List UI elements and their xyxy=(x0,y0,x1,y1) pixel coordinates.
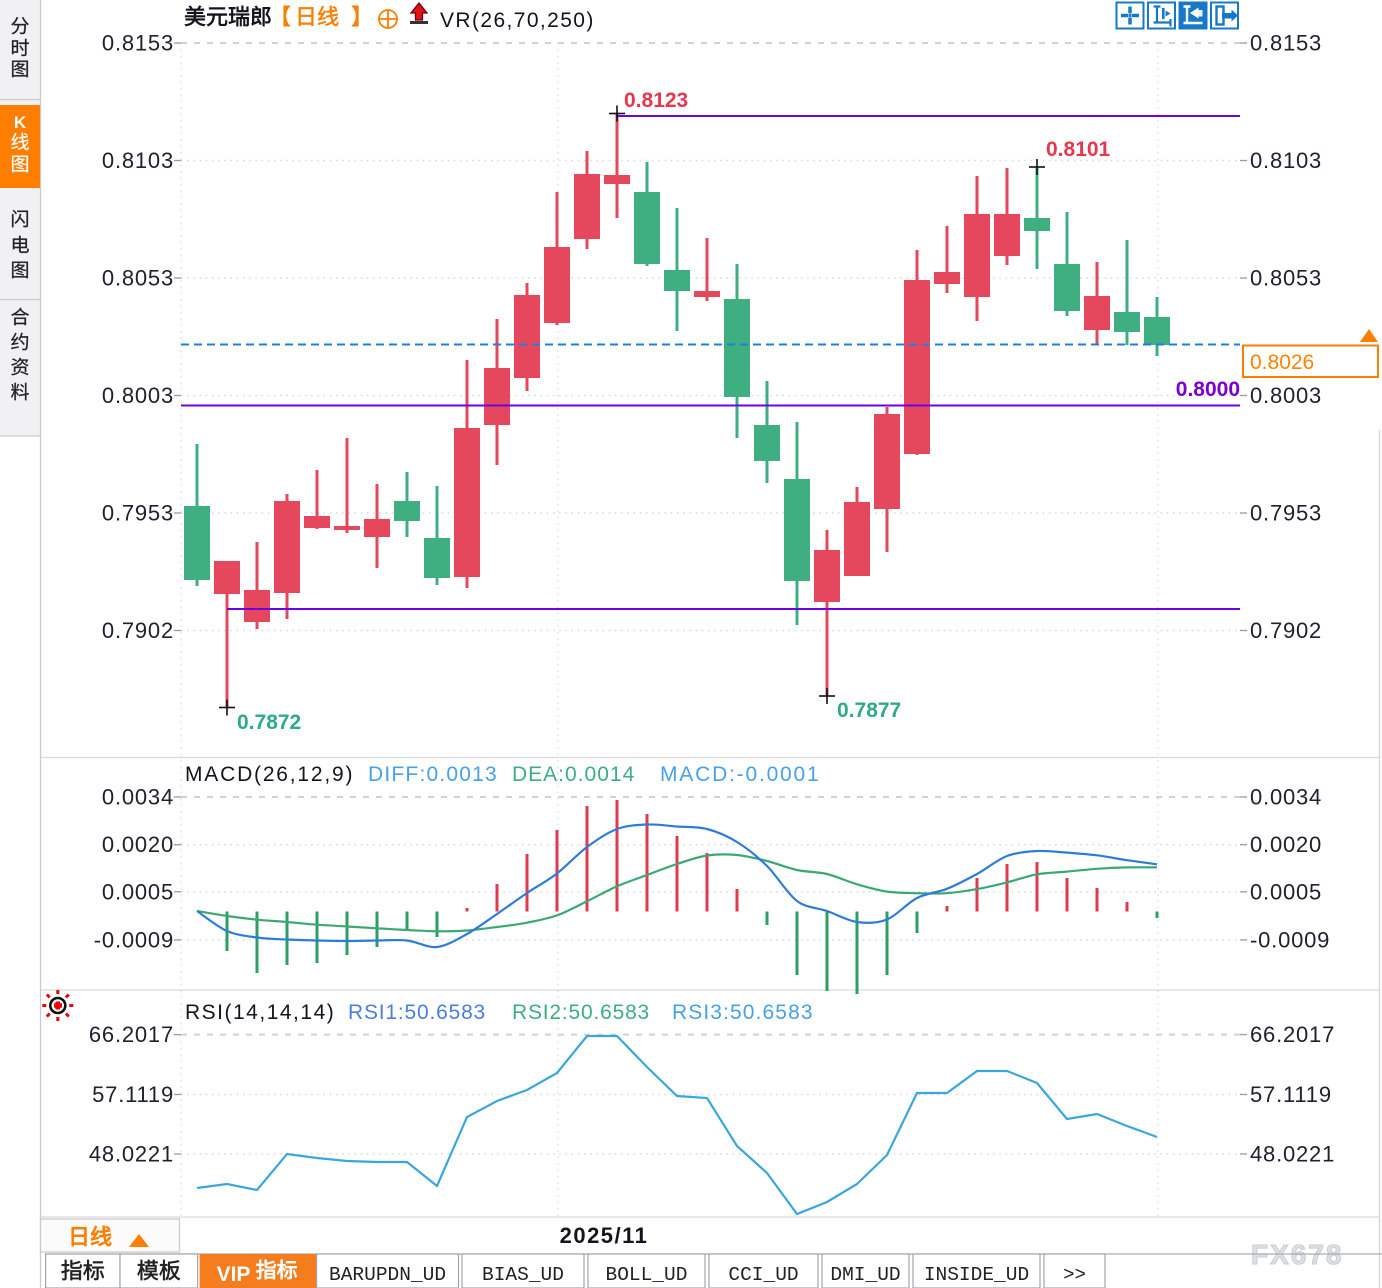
svg-text:0.8103: 0.8103 xyxy=(102,148,174,173)
svg-text:INSIDE_UD: INSIDE_UD xyxy=(924,1264,1029,1286)
svg-text:0.8103: 0.8103 xyxy=(1250,148,1322,173)
svg-text:0.7877: 0.7877 xyxy=(837,699,901,722)
svg-text:0.8053: 0.8053 xyxy=(1250,266,1322,291)
svg-text:-0.0009: -0.0009 xyxy=(1250,927,1330,952)
svg-text:2025/11: 2025/11 xyxy=(560,1223,649,1248)
svg-text:57.1119: 57.1119 xyxy=(92,1082,174,1107)
svg-text:0.8000: 0.8000 xyxy=(1176,378,1240,401)
svg-text:DEA:0.0014: DEA:0.0014 xyxy=(512,763,635,786)
svg-text:0.8123: 0.8123 xyxy=(624,89,688,112)
svg-text:66.2017: 66.2017 xyxy=(89,1022,174,1047)
svg-text:0.8003: 0.8003 xyxy=(102,383,174,408)
svg-text:57.1119: 57.1119 xyxy=(1250,1082,1332,1107)
svg-text:48.0221: 48.0221 xyxy=(89,1142,174,1167)
svg-text:0.7902: 0.7902 xyxy=(1250,618,1322,643)
svg-text:66.2017: 66.2017 xyxy=(1250,1022,1335,1047)
svg-text:0.0034: 0.0034 xyxy=(102,785,174,810)
svg-text:0.7953: 0.7953 xyxy=(102,501,174,526)
svg-text:0.8026: 0.8026 xyxy=(1250,351,1314,374)
svg-text:BARUPDN_UD: BARUPDN_UD xyxy=(329,1264,446,1286)
svg-text:DIFF:0.0013: DIFF:0.0013 xyxy=(368,763,498,786)
svg-text:-0.0009: -0.0009 xyxy=(94,927,174,952)
svg-text:0.8153: 0.8153 xyxy=(1250,31,1322,56)
svg-text:0.8003: 0.8003 xyxy=(1250,383,1322,408)
svg-text:DMI_UD: DMI_UD xyxy=(830,1264,900,1286)
svg-text:0.0005: 0.0005 xyxy=(1250,879,1322,904)
svg-text:0.0020: 0.0020 xyxy=(1250,832,1322,857)
svg-text:>>: >> xyxy=(1063,1264,1086,1286)
svg-text:0.8101: 0.8101 xyxy=(1046,138,1111,161)
svg-text:BOLL_UD: BOLL_UD xyxy=(606,1264,688,1286)
svg-text:K: K xyxy=(14,113,27,132)
svg-text:48.0221: 48.0221 xyxy=(1250,1142,1335,1167)
svg-text:VIP: VIP xyxy=(217,1263,251,1286)
svg-text:BIAS_UD: BIAS_UD xyxy=(482,1264,564,1286)
svg-text:0.8153: 0.8153 xyxy=(102,31,174,56)
svg-text:MACD(26,12,9): MACD(26,12,9) xyxy=(185,763,354,786)
svg-text:RSI2:50.6583: RSI2:50.6583 xyxy=(512,1001,650,1024)
svg-text:CCI_UD: CCI_UD xyxy=(728,1264,798,1286)
svg-text:0.0005: 0.0005 xyxy=(102,879,174,904)
svg-text:0.7902: 0.7902 xyxy=(102,618,174,643)
svg-text:0.7872: 0.7872 xyxy=(237,711,301,734)
svg-text:RSI3:50.6583: RSI3:50.6583 xyxy=(672,1001,814,1024)
svg-text:0.8053: 0.8053 xyxy=(102,266,174,291)
svg-text:RSI1:50.6583: RSI1:50.6583 xyxy=(348,1001,486,1024)
svg-text:RSI(14,14,14): RSI(14,14,14) xyxy=(185,1001,335,1024)
svg-text:0.7953: 0.7953 xyxy=(1250,501,1322,526)
svg-text:MACD:-0.0001: MACD:-0.0001 xyxy=(660,763,821,786)
svg-text:VR(26,70,250): VR(26,70,250) xyxy=(440,9,595,32)
svg-text:0.0020: 0.0020 xyxy=(102,832,174,857)
svg-text:0.0034: 0.0034 xyxy=(1250,785,1322,810)
